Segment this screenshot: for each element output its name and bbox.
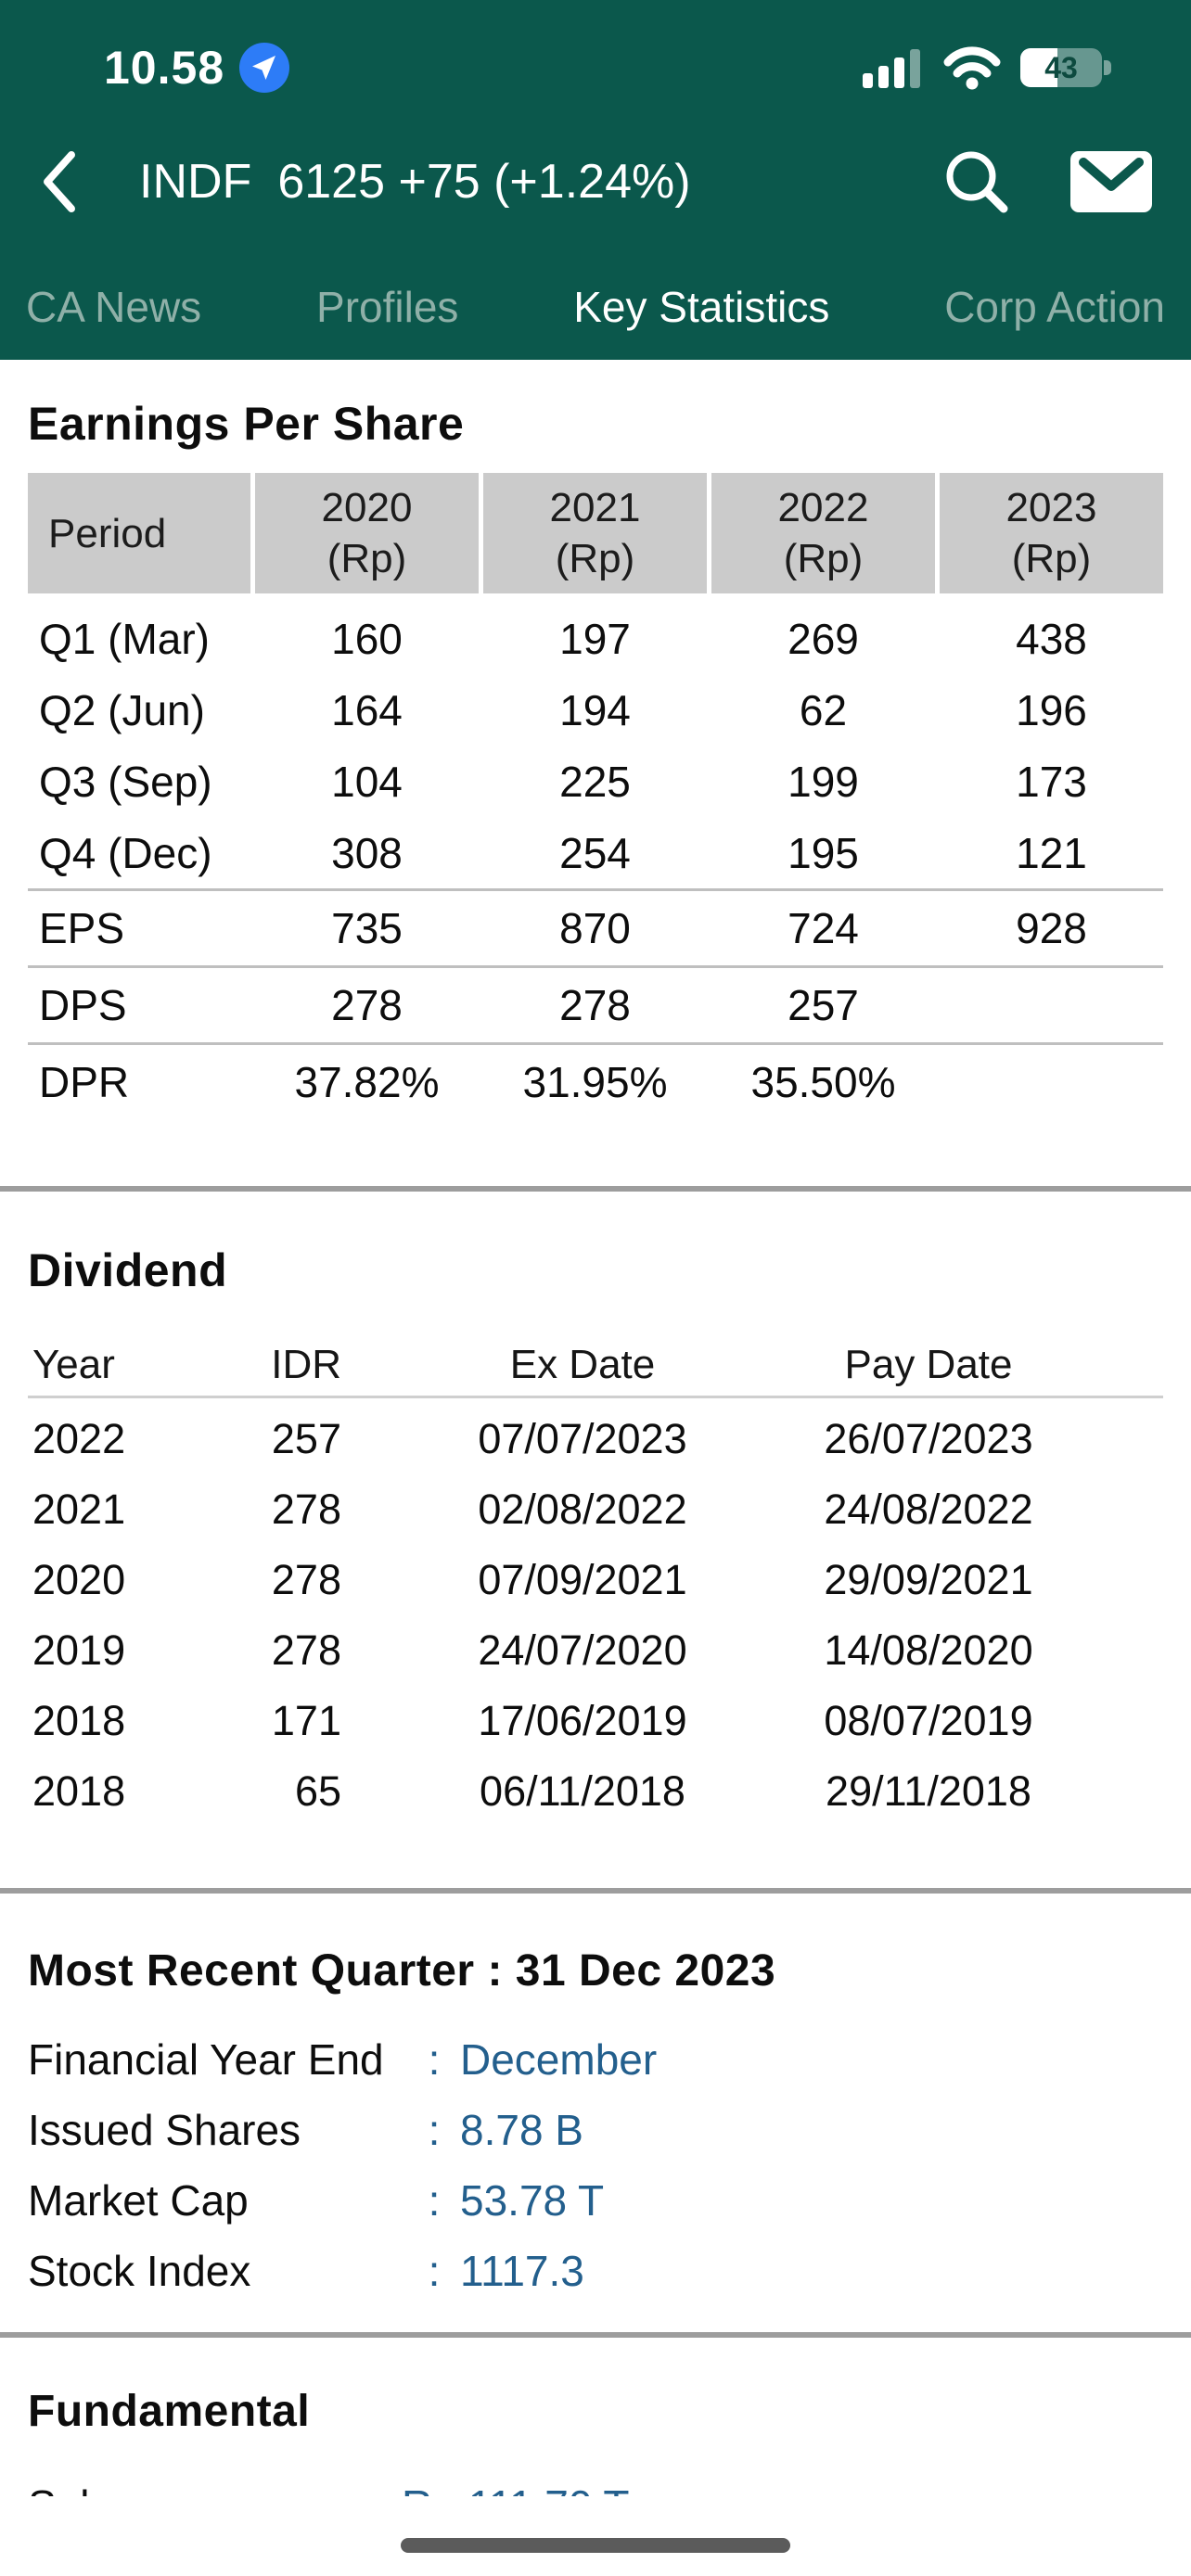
status-time: 10.58: [104, 42, 225, 94]
table-row: 2018 65 06/11/2018 29/11/2018: [32, 1767, 1031, 1815]
search-icon: [946, 151, 1008, 213]
dividend-heading: Dividend: [28, 1244, 228, 1296]
table-row: Q3 (Sep) 104 225 199 173: [39, 757, 1087, 806]
ticker-quote: 6125 +75 (+1.24%): [277, 155, 691, 209]
battery-cap: [1104, 60, 1111, 75]
wifi-icon: [943, 46, 1001, 90]
tab-corp-action[interactable]: Corp Action: [937, 278, 1172, 336]
eps-row: EPS 735 870 724 928: [39, 904, 1087, 952]
battery-percent: 43: [1044, 51, 1078, 84]
mrq-rows: Financial Year End : December Issued Sha…: [28, 2024, 1163, 2306]
divider-line: [28, 965, 1163, 968]
eps-col-2020: 2020 (Rp): [255, 473, 479, 593]
table-row: 2021 278 02/08/2022 24/08/2022: [32, 1486, 1033, 1533]
info-row: Market Cap : 53.78 T: [28, 2176, 605, 2225]
most-recent-quarter-section: Most Recent Quarter : 31 Dec 2023 Financ…: [28, 1894, 1163, 2306]
divider-line: [28, 1042, 1163, 1045]
status-right: 43: [863, 45, 1111, 90]
table-row: Q2 (Jun) 164 194 62 196: [39, 685, 1087, 734]
page-title: INDF 6125 +75 (+1.24%): [139, 154, 691, 210]
battery-icon: 43: [1020, 48, 1111, 87]
fundamental-heading: Fundamental: [28, 2387, 311, 2436]
eps-col-2023: 2023 (Rp): [940, 473, 1163, 593]
eps-quarter-rows: Q1 (Mar) 160 197 269 438 Q2 (Jun) 164 19…: [28, 603, 1163, 888]
location-services-icon: [239, 43, 290, 93]
back-button[interactable]: [39, 148, 78, 215]
tab-profiles[interactable]: Profiles: [309, 278, 466, 336]
table-row: 2018 171 17/06/2019 08/07/2019: [32, 1697, 1033, 1744]
ticker-symbol: INDF: [139, 155, 252, 209]
table-row: Q1 (Mar) 160 197 269 438: [39, 614, 1087, 663]
dividend-col-year: Year: [32, 1342, 115, 1387]
eps-col-2021: 2021 (Rp): [483, 473, 707, 593]
dividend-col-pay-date: Pay Date: [844, 1342, 1013, 1387]
cellular-signal-icon: [863, 49, 920, 88]
mail-button[interactable]: [1070, 151, 1152, 212]
bottom-mask: [0, 2496, 1191, 2576]
table-row: Q4 (Dec) 308 254 195 121: [39, 828, 1087, 877]
table-row: 2019 278 24/07/2020 14/08/2020: [32, 1626, 1033, 1674]
eps-table-body: Q1 (Mar) 160 197 269 438 Q2 (Jun) 164 19…: [28, 603, 1163, 1119]
tab-ca-news[interactable]: CA News: [19, 278, 209, 336]
section-divider: [0, 1186, 1191, 1192]
eps-section: Earnings Per Share Period 2020 (Rp) 2021…: [28, 360, 1163, 1119]
chevron-left-icon: [44, 151, 75, 212]
tab-bar: CA News Profiles Key Statistics Corp Act…: [0, 278, 1191, 341]
dividend-col-ex-date: Ex Date: [509, 1342, 656, 1387]
eps-heading: Earnings Per Share: [28, 398, 465, 450]
home-indicator[interactable]: [401, 2538, 790, 2553]
colon: :: [428, 2035, 441, 2084]
colon: :: [428, 2106, 441, 2154]
mrq-heading: Most Recent Quarter : 31 Dec 2023: [28, 1946, 776, 1996]
eps-col-2022: 2022 (Rp): [711, 473, 935, 593]
content: Earnings Per Share Period 2020 (Rp) 2021…: [0, 360, 1191, 2541]
status-left: 10.58: [104, 41, 290, 95]
table-row: 2022 257 07/07/2023 26/07/2023: [32, 1415, 1033, 1462]
nav-bar: INDF 6125 +75 (+1.24%): [0, 145, 1191, 219]
table-row: 2020 278 07/09/2021 29/09/2021: [32, 1556, 1033, 1603]
eps-table-header: Period 2020 (Rp) 2021 (Rp) 2022 (Rp) 202…: [28, 473, 1163, 593]
dividend-section: Dividend Year IDR Ex Date Pay Date 2022 …: [28, 1192, 1163, 1827]
divider-line: [28, 1396, 1163, 1398]
dividend-table-body: 2022 257 07/07/2023 26/07/2023 2021 278 …: [28, 1404, 1163, 1827]
status-bar: 10.58: [0, 0, 1191, 96]
tab-key-statistics[interactable]: Key Statistics: [566, 278, 837, 336]
colon: :: [428, 2176, 441, 2225]
mail-icon: [1070, 151, 1152, 212]
info-row: Financial Year End : December: [28, 2035, 658, 2084]
dps-row: DPS 278 278 257: [39, 981, 859, 1029]
dividend-col-idr: IDR: [271, 1342, 341, 1387]
search-button[interactable]: [942, 147, 1011, 216]
colon: :: [428, 2247, 441, 2295]
section-divider: [0, 2332, 1191, 2338]
info-row: Stock Index : 1117.3: [28, 2247, 584, 2295]
eps-col-period: Period: [28, 473, 250, 593]
app-header: 10.58: [0, 0, 1191, 360]
dpr-row: DPR 37.82% 31.95% 35.50%: [39, 1058, 896, 1106]
nav-actions: [942, 147, 1152, 216]
section-divider: [0, 1888, 1191, 1894]
dividend-table-header: Year IDR Ex Date Pay Date: [28, 1342, 1163, 1387]
battery-fill: [1020, 48, 1058, 87]
info-row: Issued Shares : 8.78 B: [28, 2106, 583, 2154]
divider-line: [28, 888, 1163, 891]
